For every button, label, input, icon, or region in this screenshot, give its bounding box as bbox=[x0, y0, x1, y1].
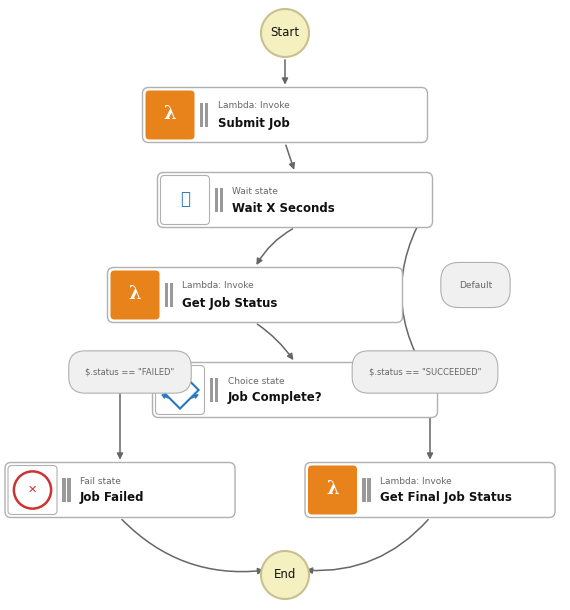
FancyBboxPatch shape bbox=[161, 176, 210, 224]
Text: Fail state: Fail state bbox=[80, 476, 121, 486]
Text: Lambda: Invoke: Lambda: Invoke bbox=[380, 476, 452, 486]
Text: Submit Job: Submit Job bbox=[218, 117, 289, 129]
Bar bbox=[165, 282, 168, 307]
Text: Start: Start bbox=[270, 26, 300, 40]
Text: $.status == "FAILED": $.status == "FAILED" bbox=[86, 367, 174, 376]
Text: λ: λ bbox=[326, 480, 339, 498]
Bar bbox=[205, 102, 208, 127]
Text: Job Complete?: Job Complete? bbox=[227, 392, 322, 404]
Bar bbox=[169, 282, 173, 307]
Circle shape bbox=[261, 9, 309, 57]
Polygon shape bbox=[161, 371, 198, 409]
Bar bbox=[219, 188, 223, 212]
Text: ?: ? bbox=[177, 384, 183, 394]
FancyBboxPatch shape bbox=[142, 87, 428, 143]
FancyBboxPatch shape bbox=[305, 462, 555, 517]
Bar bbox=[362, 478, 365, 503]
FancyBboxPatch shape bbox=[8, 465, 57, 514]
Text: Wait state: Wait state bbox=[233, 187, 278, 195]
Text: Get Final Job Status: Get Final Job Status bbox=[380, 492, 512, 504]
FancyBboxPatch shape bbox=[156, 365, 205, 415]
Text: Lambda: Invoke: Lambda: Invoke bbox=[218, 101, 289, 110]
FancyBboxPatch shape bbox=[308, 465, 357, 514]
Text: End: End bbox=[274, 569, 296, 581]
Text: $.status == "SUCCEEDED": $.status == "SUCCEEDED" bbox=[369, 367, 481, 376]
Bar bbox=[62, 478, 66, 503]
Bar bbox=[214, 378, 218, 403]
Circle shape bbox=[14, 472, 51, 509]
FancyBboxPatch shape bbox=[108, 268, 402, 323]
Text: ✕: ✕ bbox=[28, 484, 37, 495]
Bar bbox=[214, 188, 218, 212]
Bar bbox=[367, 478, 370, 503]
FancyBboxPatch shape bbox=[157, 173, 433, 228]
Bar bbox=[67, 478, 71, 503]
Text: Wait X Seconds: Wait X Seconds bbox=[233, 201, 335, 215]
Bar bbox=[200, 102, 203, 127]
Text: λ: λ bbox=[164, 105, 176, 123]
Text: Get Job Status: Get Job Status bbox=[182, 296, 278, 309]
Circle shape bbox=[261, 551, 309, 599]
FancyBboxPatch shape bbox=[111, 270, 160, 320]
Text: Choice state: Choice state bbox=[227, 376, 284, 386]
Text: Job Failed: Job Failed bbox=[80, 492, 145, 504]
Text: λ: λ bbox=[129, 285, 141, 303]
Text: ⏱: ⏱ bbox=[180, 190, 190, 208]
Text: Default: Default bbox=[459, 281, 492, 290]
Bar bbox=[210, 378, 213, 403]
Text: Lambda: Invoke: Lambda: Invoke bbox=[182, 281, 254, 290]
FancyBboxPatch shape bbox=[145, 90, 194, 140]
FancyBboxPatch shape bbox=[5, 462, 235, 517]
FancyBboxPatch shape bbox=[153, 362, 438, 417]
